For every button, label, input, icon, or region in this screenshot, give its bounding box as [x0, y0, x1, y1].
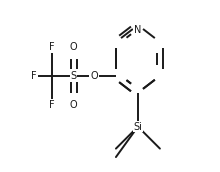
Text: Si: Si [134, 122, 142, 132]
Text: F: F [49, 42, 54, 52]
Text: S: S [71, 71, 77, 81]
Text: O: O [70, 42, 77, 52]
Text: N: N [134, 25, 142, 35]
Text: F: F [49, 100, 54, 110]
Text: O: O [70, 100, 77, 110]
Text: O: O [90, 71, 98, 81]
Text: F: F [31, 71, 37, 81]
